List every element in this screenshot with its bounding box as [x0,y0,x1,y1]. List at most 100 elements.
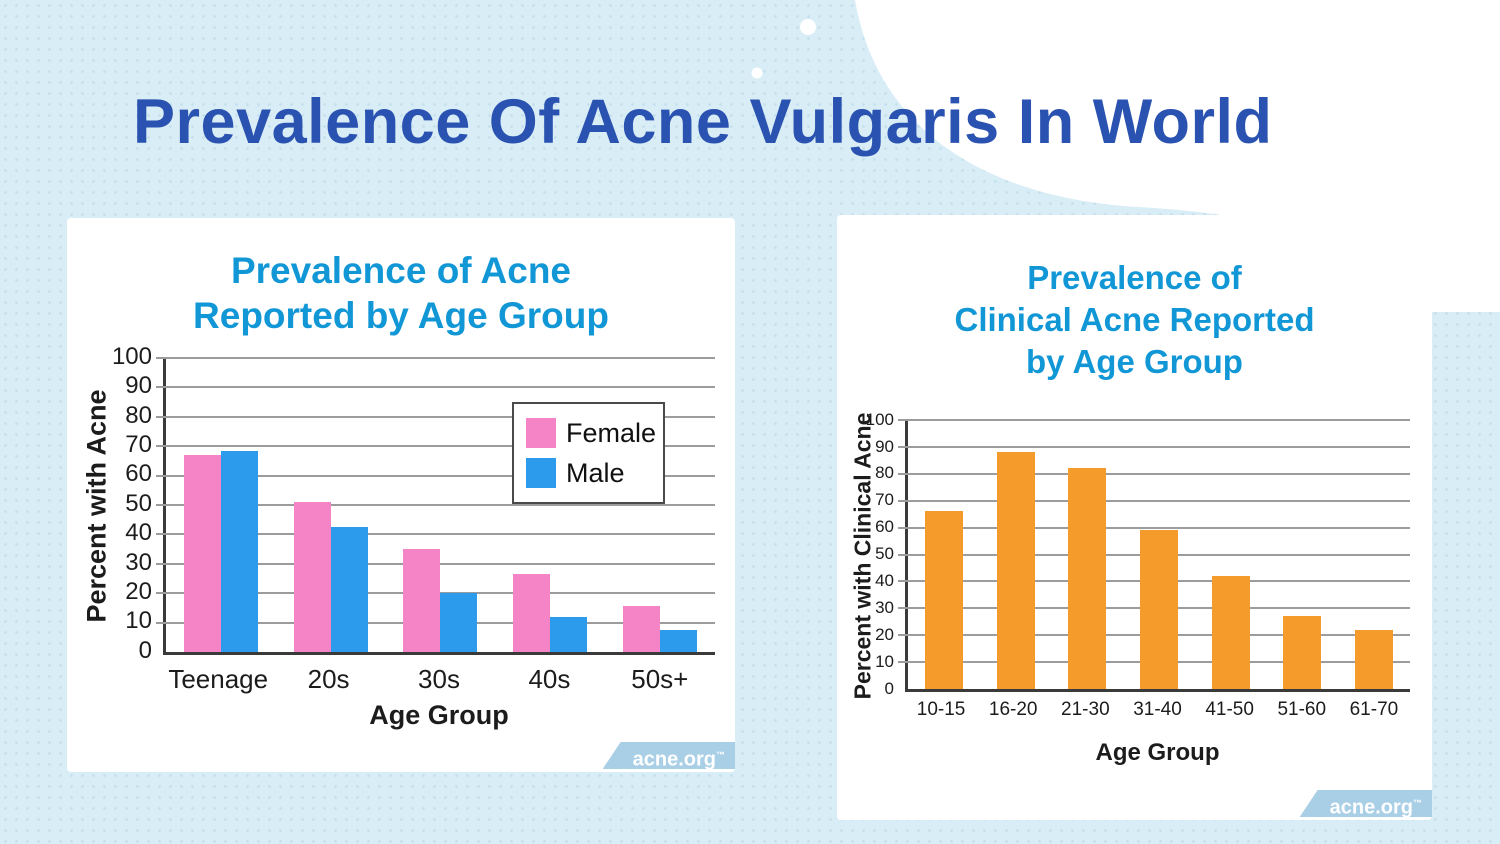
x-axis-ticks: 10-15 16-20 21-30 31-40 41-50 51-60 61-70 [905,699,1410,721]
chart-card-clinical-acne: Prevalence of Clinical Acne Reported by … [837,215,1432,820]
y-tick-label: 100 [111,342,152,370]
page-title: Prevalence Of Acne Vulgaris In World [133,87,1273,157]
trademark-symbol: ™ [716,750,725,760]
male-bar-20s [330,527,368,652]
female-bar-teenage [183,455,221,652]
legend-label: Female [566,417,657,448]
legend-item-male: Male [526,453,663,493]
chart-title: Prevalence of Clinical Acne Reported by … [837,257,1432,384]
clinical-acne-bar-51-60 [1283,616,1322,689]
y-tick-label: 10 [875,651,894,671]
plot-area: 0 10 20 30 40 50 60 70 80 90 100 [866,411,1410,697]
y-tick-label: 0 [884,678,894,698]
x-tick-label: 51-60 [1277,699,1327,720]
female-bar-50s+ [623,606,661,652]
x-axis-ticks: Teenage 20s 30s 40s 50s+ [163,664,715,695]
legend: Female Male [512,402,665,504]
female-bar-30s [403,549,441,652]
clinical-acne-bar-61-70 [1355,629,1394,689]
x-tick-label: 31-40 [1133,699,1182,720]
bar-group-16-20 [980,420,1052,689]
male-bar-30s [440,593,478,652]
bar-group-40s [495,358,605,652]
y-tick-label: 70 [875,490,894,510]
y-tick-label: 40 [875,571,894,591]
x-tick-label: Teenage [168,664,269,694]
clinical-acne-bar-21-30 [1068,468,1107,689]
y-axis-label: Percent with Acne [81,389,112,623]
watermark-banner: acne.org™ [1299,790,1432,819]
gridline [156,533,715,536]
legend-item-female: Female [526,413,663,453]
bar-group-21-30 [1051,420,1123,689]
x-tick-label: 61-70 [1349,699,1399,720]
bar-groups [166,358,715,652]
female-swatch [526,418,556,448]
male-bar-40s [550,616,588,652]
gridline [156,445,715,448]
chart-title-line: Prevalence of [1027,259,1242,296]
plot-area: 0 10 20 30 40 50 60 70 80 90 100 [112,344,715,662]
y-axis-label: Percent with Clinical Acne [849,412,876,700]
chart-title: Prevalence of Acne Reported by Age Group [67,248,735,338]
clinical-acne-bar-41-50 [1211,576,1250,689]
x-tick-label: 50s+ [631,664,689,694]
bar-groups [908,420,1410,689]
y-tick-label: 70 [125,431,152,458]
legend-label: Male [566,457,625,488]
gridline [898,526,1410,529]
y-tick-label: 80 [125,401,152,429]
gridline [898,499,1410,502]
x-tick-label: 10-15 [916,699,966,720]
x-axis-label: Age Group [369,700,509,730]
y-tick-label: 30 [125,548,152,576]
male-swatch [526,458,556,488]
gridline [156,357,715,359]
bar-group-50s+ [605,358,715,652]
male-bar-50s+ [660,629,698,652]
y-tick-label: 30 [875,597,894,617]
bar-group-10-15 [908,420,980,689]
chart-card-reported-acne: Prevalence of Acne Reported by Age Group… [67,218,735,772]
watermark-label: acne.org [1329,796,1413,819]
y-tick-label: 60 [125,460,152,488]
y-tick-label: 20 [125,578,152,605]
y-tick-label: 40 [125,519,152,547]
y-tick-label: 0 [138,636,152,664]
x-tick-label: 30s [418,664,460,694]
gridline [898,419,1410,421]
bar-group-41-50 [1195,420,1267,689]
y-tick-label: 10 [125,607,152,635]
y-tick-label: 50 [125,489,152,517]
watermark-label: acne.org [632,748,716,771]
male-bar-teenage [220,450,258,652]
y-tick-label: 60 [875,517,894,537]
female-bar-20s [293,502,331,652]
gridline [156,415,715,418]
clinical-acne-bar-16-20 [996,452,1035,689]
clinical-acne-bar-31-40 [1140,530,1179,689]
y-tick-label: 90 [125,372,152,400]
chart-title-line: Prevalence of Acne [230,250,571,291]
bar-group-61-70 [1338,420,1410,689]
trademark-symbol: ™ [1413,798,1422,808]
bar-group-20s [276,358,386,652]
bar-group-teenage [166,358,276,652]
gridline [898,472,1410,475]
gridline [156,504,715,506]
gridline [898,445,1410,448]
y-tick-label: 90 [875,436,894,456]
y-tick-label: 50 [875,544,894,564]
chart-title-line: Reported by Age Group [193,295,609,337]
decor-circle-small [751,67,763,79]
gridline [156,386,715,389]
x-tick-label: 16-20 [988,699,1038,720]
x-axis-label: Age Group [1095,739,1220,766]
x-tick-label: 21-30 [1061,699,1110,720]
female-bar-40s [513,574,551,652]
bar-group-31-40 [1123,420,1195,689]
bar-group-51-60 [1267,420,1339,689]
y-tick-label: 80 [875,463,894,483]
chart-title-line: by Age Group [1026,343,1243,381]
